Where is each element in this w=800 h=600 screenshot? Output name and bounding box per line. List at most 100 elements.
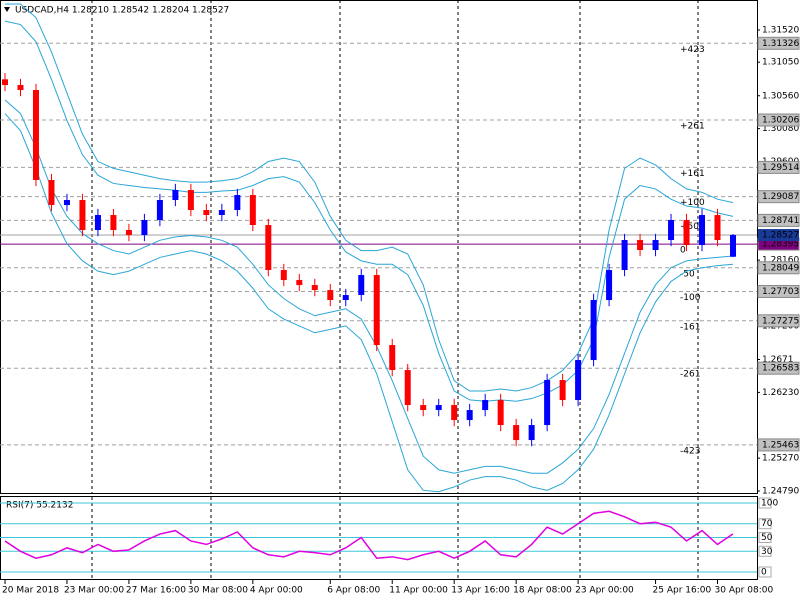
candle-body xyxy=(2,79,8,86)
rsi-tick-label: 70 xyxy=(761,519,773,529)
candle-body xyxy=(156,200,163,221)
y-tick-label: 1.24790 xyxy=(762,487,799,497)
x-tick-label: 23 Apr 00:00 xyxy=(575,586,634,596)
level-name: +423 xyxy=(680,45,705,55)
candle-body xyxy=(714,215,721,241)
band-line xyxy=(4,113,734,493)
level-price-box xyxy=(757,190,800,204)
candle-body xyxy=(17,85,24,91)
candle-body xyxy=(389,345,396,371)
candle-body xyxy=(575,360,582,401)
candle-body xyxy=(621,240,628,271)
candle-body xyxy=(373,275,380,346)
menu-arrow[interactable] xyxy=(4,7,10,12)
period-separators xyxy=(91,0,699,579)
candle-body xyxy=(311,285,318,291)
rsi-tick-box xyxy=(758,518,772,530)
x-tick-label: 20 Mar 2018 xyxy=(2,586,59,596)
candle-body xyxy=(482,400,489,411)
y-tick-label: 1.31520 xyxy=(762,26,799,36)
rsi-tick-label: 30 xyxy=(761,547,773,557)
y-tick-label: 1.28160 xyxy=(762,256,799,266)
x-tick-label: 30 Apr 08:00 xyxy=(715,586,774,596)
rsi-tick-box xyxy=(758,497,772,509)
level-name: +261 xyxy=(680,122,705,132)
candle-body xyxy=(668,220,675,241)
level-price-label: 1.28049 xyxy=(762,263,799,273)
candle-body xyxy=(606,270,613,301)
candle-body xyxy=(187,190,194,211)
x-tick-label: 4 Apr 00:00 xyxy=(250,586,303,596)
candle-body xyxy=(280,270,287,281)
level-price-box xyxy=(757,361,800,375)
level-price-label: 1.29514 xyxy=(762,163,799,173)
candle-body xyxy=(699,215,706,246)
x-tick-label: 25 Apr 16:00 xyxy=(653,586,712,596)
level-name: +50 xyxy=(680,222,699,232)
level-price-label: 1.27703 xyxy=(762,287,799,297)
level-price-box xyxy=(757,113,800,127)
level-price-box xyxy=(757,36,800,50)
y-tick-label: 1.25270 xyxy=(762,454,799,464)
candle-body xyxy=(435,405,442,411)
candle-body xyxy=(172,190,179,201)
level-name: +100 xyxy=(680,198,705,208)
rsi-line xyxy=(4,510,734,561)
candle-body xyxy=(497,400,504,426)
x-tick-label: 30 Mar 08:00 xyxy=(188,586,248,596)
band-line xyxy=(5,3,734,392)
candle-body xyxy=(249,195,256,226)
level-name: +161 xyxy=(680,169,705,179)
level-price-box xyxy=(757,261,800,275)
candle-body xyxy=(265,225,272,271)
candle-body xyxy=(342,295,349,301)
level-name: -161 xyxy=(680,322,700,332)
y-tick-label: 1.31050 xyxy=(762,58,799,68)
candle-body xyxy=(358,275,365,296)
candle-body xyxy=(141,220,148,236)
candle-body xyxy=(466,410,473,421)
rsi-tick-box xyxy=(758,532,772,543)
level-price-label: 1.25463 xyxy=(762,440,799,450)
bid-price-label: 1.28527 xyxy=(762,231,799,241)
level-price-label: 1.28741 xyxy=(762,216,799,226)
band-line xyxy=(4,20,734,402)
candle-body xyxy=(637,240,644,251)
candle-body xyxy=(79,200,86,231)
candle-body xyxy=(404,370,411,406)
candle-body xyxy=(234,195,241,211)
rsi-tick-box xyxy=(758,545,772,557)
candle-body xyxy=(327,290,334,301)
candle-body xyxy=(528,425,535,441)
candle-body xyxy=(559,380,566,401)
x-tick-label: 11 Apr 00:00 xyxy=(389,586,448,596)
level-price-label: 1.30206 xyxy=(762,116,799,126)
y-tick-label: 1.2671 xyxy=(762,355,794,365)
y-tick-label: 1.30080 xyxy=(762,124,799,134)
candle-body xyxy=(730,235,736,257)
x-tick-label: 18 Apr 08:00 xyxy=(513,586,572,596)
rsi-tick-label: 0 xyxy=(761,568,767,578)
level-price-label: 1.31326 xyxy=(762,39,799,49)
level-price-box xyxy=(757,160,800,174)
candle-body xyxy=(420,405,427,411)
x-tick-label: 23 Mar 00:00 xyxy=(64,586,124,596)
level-name: 0 xyxy=(680,246,686,256)
x-tick-label: 27 Mar 16:00 xyxy=(126,586,186,596)
y-tick-label: 1.26230 xyxy=(762,388,799,398)
x-tick-label: 13 Apr 16:00 xyxy=(451,586,510,596)
level-price-box xyxy=(757,314,800,328)
candle-body xyxy=(203,210,210,216)
candle-body xyxy=(94,215,101,231)
candle-body xyxy=(32,90,39,181)
rsi-title: RSI(7) 55.2132 xyxy=(6,501,73,511)
candle-body xyxy=(218,210,225,216)
level-name: -423 xyxy=(680,446,700,456)
candle-body xyxy=(125,230,132,236)
level-price-label: 1.28395 xyxy=(762,240,799,250)
rsi-tick-label: 50 xyxy=(761,533,773,543)
rsi-tick-label: 100 xyxy=(761,499,778,509)
candle-body xyxy=(683,220,690,246)
